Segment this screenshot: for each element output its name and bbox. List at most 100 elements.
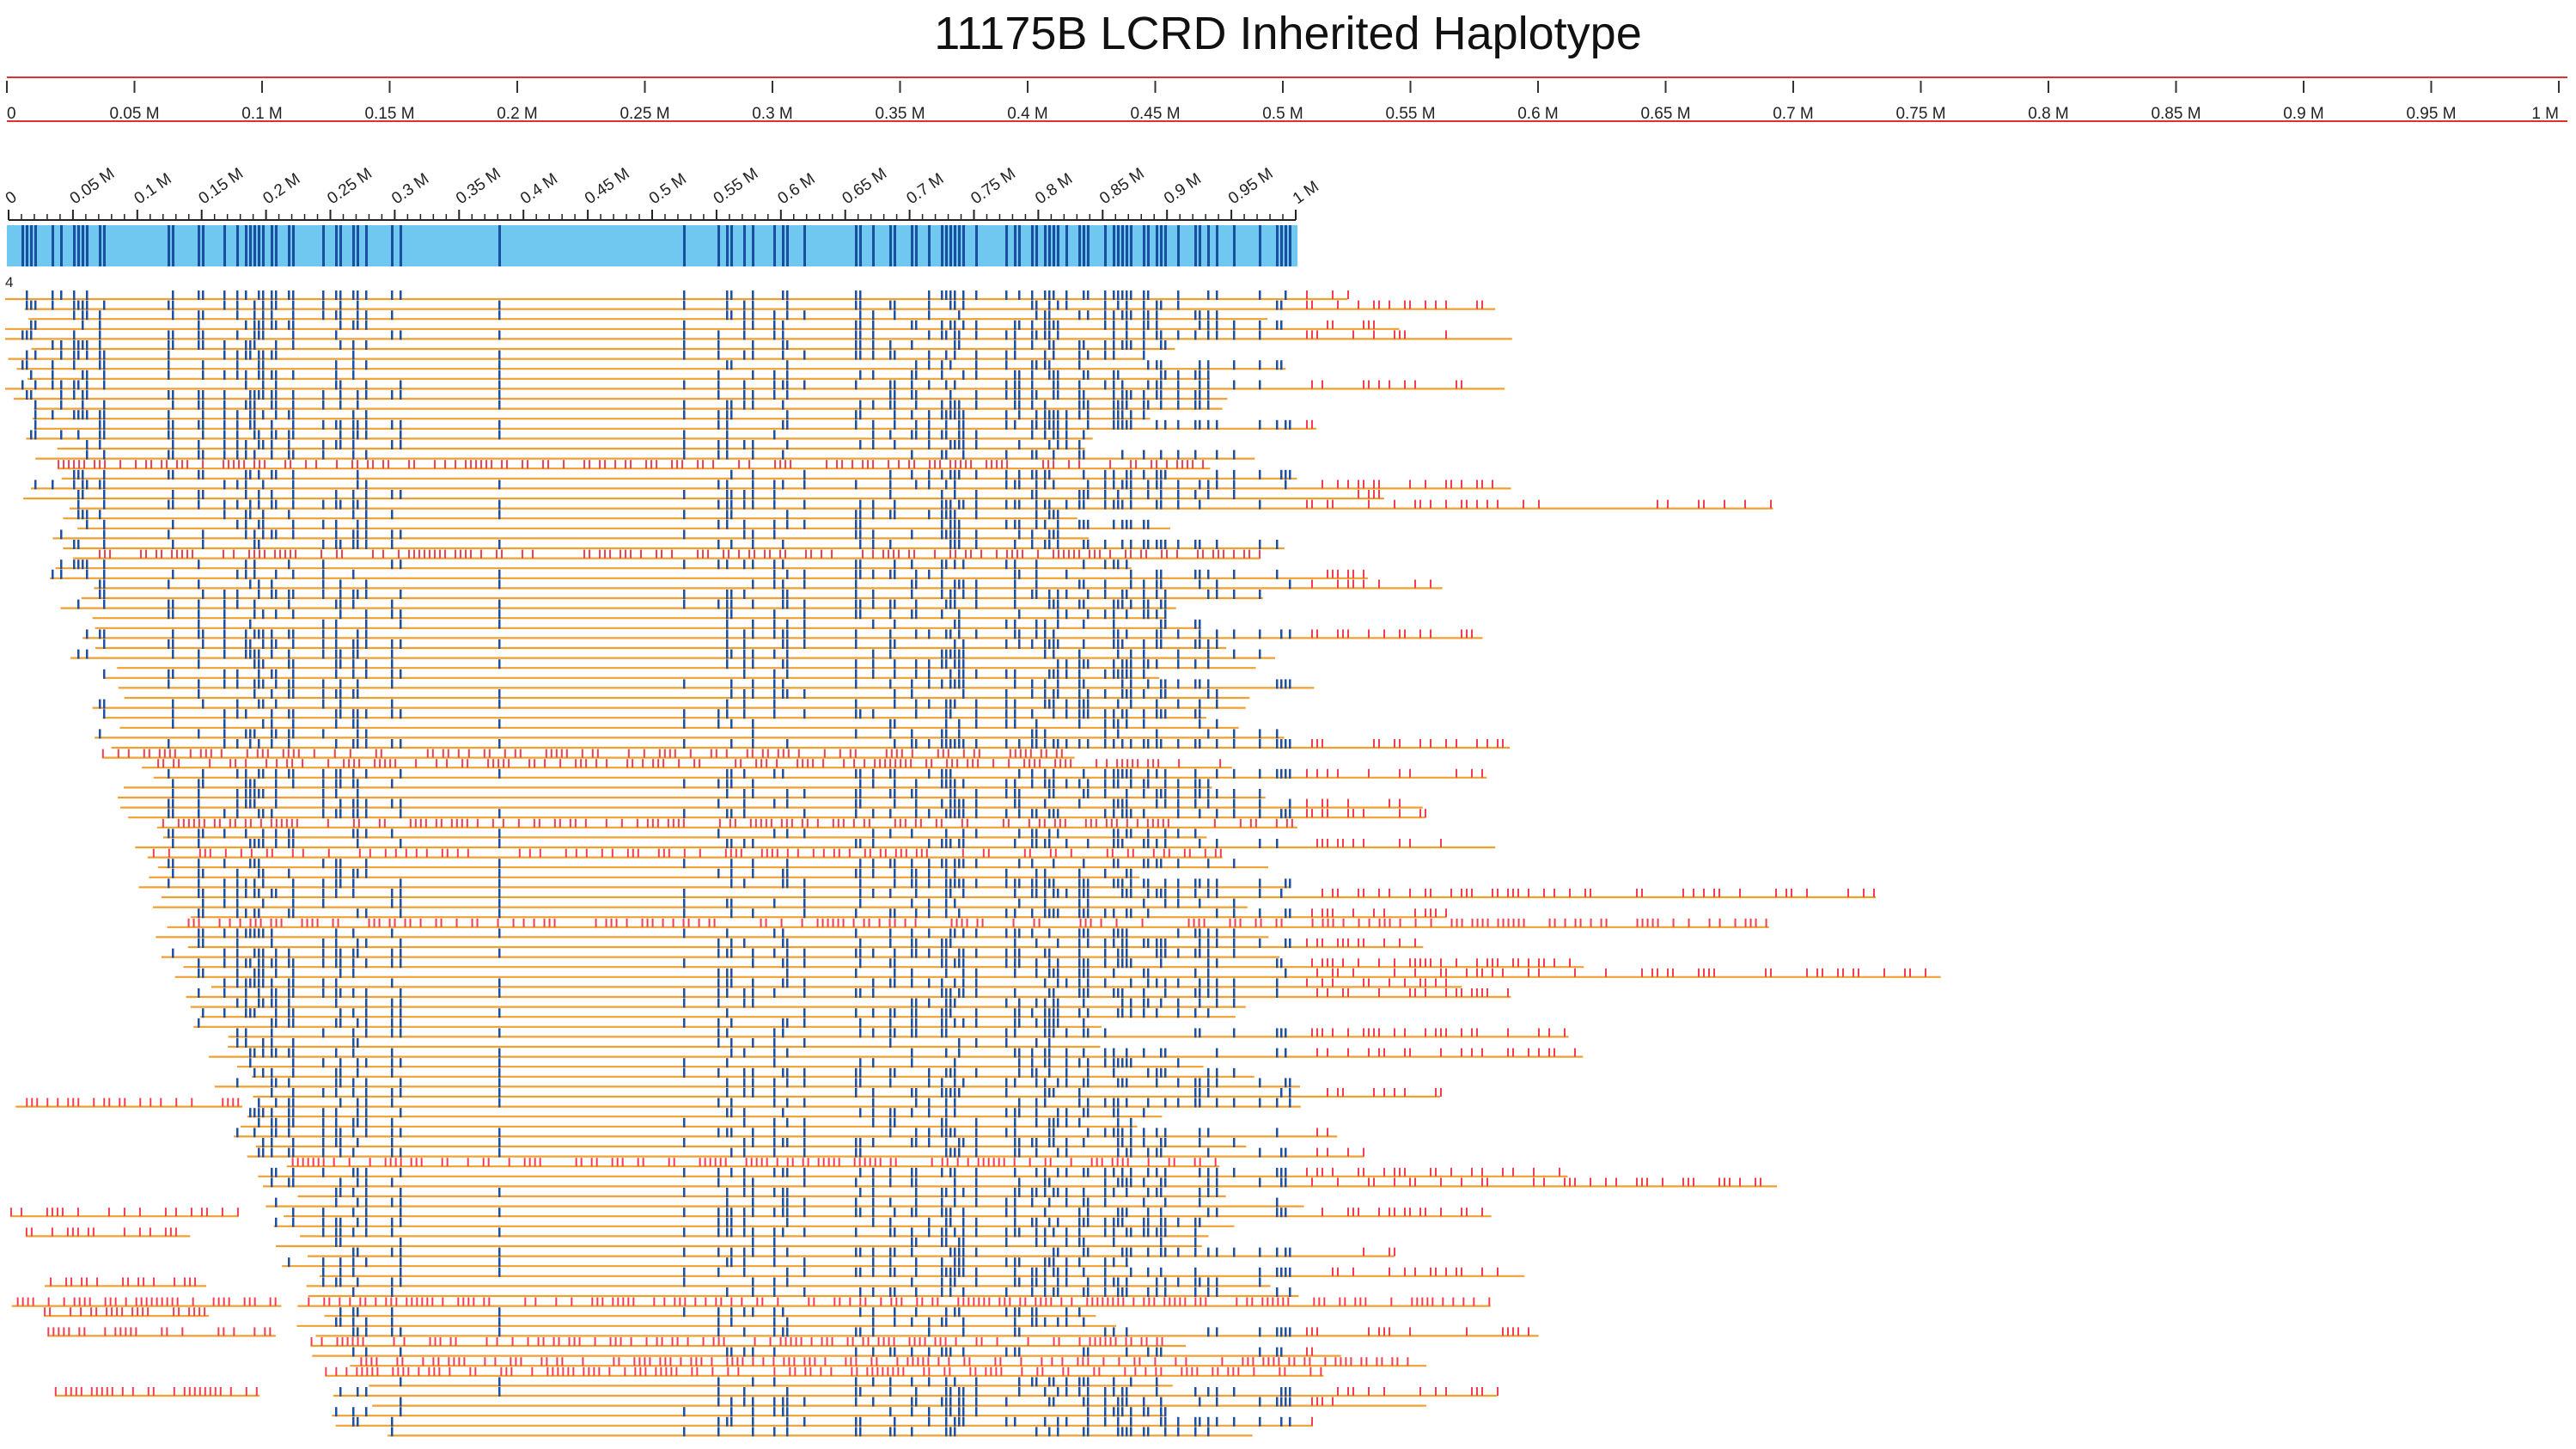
read-row[interactable] xyxy=(128,809,1426,819)
read-row[interactable] xyxy=(209,1048,1584,1058)
read-row[interactable] xyxy=(13,390,1228,400)
read-row[interactable] xyxy=(95,619,1201,629)
read-row[interactable] xyxy=(92,699,1246,709)
read-row[interactable] xyxy=(228,1038,1101,1049)
read-row[interactable] xyxy=(167,918,1769,928)
read-row[interactable] xyxy=(34,400,1223,410)
read-row[interactable] xyxy=(138,878,1291,889)
read-row[interactable] xyxy=(187,938,1424,949)
blue-variant-mark xyxy=(198,619,200,629)
read-row[interactable] xyxy=(135,839,1496,849)
read-row[interactable] xyxy=(253,1088,1442,1098)
read-row[interactable] xyxy=(152,898,1248,908)
read-row[interactable] xyxy=(214,1078,1300,1088)
blue-variant-mark xyxy=(911,868,913,878)
read-row[interactable] xyxy=(5,320,1400,330)
read-row[interactable] xyxy=(257,1097,1301,1108)
read-row[interactable] xyxy=(92,609,1167,620)
read-row[interactable] xyxy=(55,559,1132,570)
read-row[interactable] xyxy=(32,410,1151,420)
read-row[interactable] xyxy=(77,519,1170,529)
read-alignments[interactable] xyxy=(5,290,1941,1437)
read-row[interactable] xyxy=(234,1128,1338,1138)
read-row[interactable] xyxy=(5,380,1505,390)
read-row[interactable] xyxy=(60,599,1176,609)
read-row[interactable] xyxy=(228,1028,1569,1038)
read-row[interactable] xyxy=(30,480,1511,490)
read-row[interactable] xyxy=(156,928,1269,938)
read-row[interactable] xyxy=(70,499,1773,510)
read-row[interactable] xyxy=(147,848,1223,859)
read-row[interactable] xyxy=(149,868,1140,878)
read-row[interactable] xyxy=(50,569,1368,579)
read-row[interactable] xyxy=(52,529,1090,540)
read-row[interactable] xyxy=(174,968,1941,978)
read-row[interactable] xyxy=(28,310,1268,321)
read-row[interactable] xyxy=(24,300,1496,310)
read-row[interactable] xyxy=(5,330,1512,340)
read-row[interactable] xyxy=(183,958,1584,969)
read-row[interactable] xyxy=(8,350,1145,360)
read-row[interactable] xyxy=(63,510,1077,520)
read-row[interactable] xyxy=(73,549,1261,559)
read-row[interactable] xyxy=(102,709,1206,719)
read-row[interactable] xyxy=(111,739,1511,749)
reference-haplotype-bar[interactable] xyxy=(7,225,1297,266)
read-row[interactable] xyxy=(81,590,1263,600)
read-row[interactable] xyxy=(58,460,1211,470)
read-row[interactable] xyxy=(57,440,1085,450)
blue-variant-mark xyxy=(945,1008,948,1018)
read-row[interactable] xyxy=(95,639,1227,650)
read-row[interactable] xyxy=(118,789,1266,799)
blue-variant-mark xyxy=(1104,948,1107,958)
read-row[interactable] xyxy=(35,449,1255,460)
blue-variant-mark xyxy=(1156,938,1158,948)
read-row[interactable] xyxy=(31,340,1175,351)
read-row[interactable] xyxy=(23,490,1384,500)
read-row[interactable] xyxy=(34,419,1317,430)
read-row[interactable] xyxy=(124,689,1250,700)
read-row[interactable] xyxy=(153,768,1487,779)
read-row[interactable] xyxy=(82,629,1483,639)
read-row[interactable] xyxy=(94,579,1443,590)
read-row[interactable] xyxy=(156,818,1297,828)
read-row[interactable] xyxy=(240,1117,1138,1128)
read-row[interactable] xyxy=(211,978,1462,988)
read-row[interactable] xyxy=(15,1097,243,1108)
read-row[interactable] xyxy=(95,729,1285,739)
read-row[interactable] xyxy=(142,759,1232,769)
read-row[interactable] xyxy=(162,828,1207,839)
read-row[interactable] xyxy=(255,1138,1247,1148)
read-row[interactable] xyxy=(70,649,1275,659)
read-row[interactable] xyxy=(123,779,1212,789)
read-row[interactable] xyxy=(5,290,1349,301)
read-row[interactable] xyxy=(26,430,1093,440)
read-row[interactable] xyxy=(27,370,1211,380)
read-row[interactable] xyxy=(61,469,1297,480)
read-row[interactable] xyxy=(119,718,1239,729)
read-row[interactable] xyxy=(161,889,1876,899)
read-row[interactable] xyxy=(161,948,1280,958)
read-row[interactable] xyxy=(190,998,1246,1008)
read-row[interactable] xyxy=(102,669,1159,679)
read-row[interactable] xyxy=(186,988,1511,999)
read-row[interactable] xyxy=(120,798,1423,809)
read-row[interactable] xyxy=(247,1147,1364,1158)
read-row[interactable] xyxy=(191,908,1447,919)
read-row[interactable] xyxy=(157,859,1269,869)
read-row[interactable] xyxy=(117,659,1256,669)
read-row[interactable] xyxy=(118,679,1315,689)
red-variant-mark xyxy=(357,460,359,469)
red-variant-mark xyxy=(415,848,418,858)
read-row[interactable] xyxy=(193,1018,1102,1028)
read-row[interactable] xyxy=(63,540,1285,550)
red-variant-mark xyxy=(1047,460,1050,469)
read-row[interactable] xyxy=(101,749,1075,759)
read-row[interactable] xyxy=(236,1058,1204,1068)
read-row[interactable] xyxy=(16,360,1286,370)
blue-variant-mark xyxy=(258,699,260,709)
read-row[interactable] xyxy=(200,1008,1236,1018)
read-row[interactable] xyxy=(251,1067,1254,1078)
read-row[interactable] xyxy=(247,1108,1163,1118)
